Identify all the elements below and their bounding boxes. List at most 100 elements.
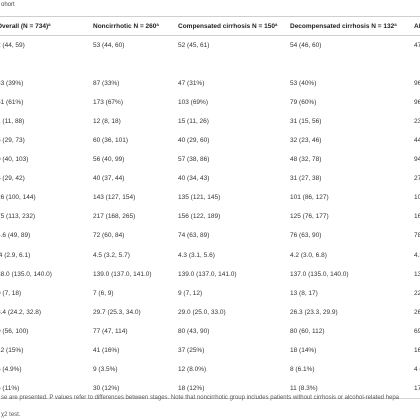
table-row: 26 (100, 144) 143 (127, 154) 135 (121, 145… xyxy=(0,188,420,207)
header-compensated-cirrhosis: Compensated cirrhosis N = 150ª xyxy=(175,16,287,36)
cell-compensated: 80 (43, 90) xyxy=(178,327,210,335)
cell-overall: 6 (11%) xyxy=(0,379,90,399)
cell-compensated: 52 (45, 61) xyxy=(178,41,210,49)
table-row: 83 (39%) 87 (33%) 47 (31%) 53 (40%) 96 (50%) xyxy=(0,74,420,93)
cell-noncirrhotic: 53 (44, 60) xyxy=(93,41,125,49)
cell-decompensated: 101 (86, 127) xyxy=(290,194,329,202)
cell-noncirrhotic: 4.5 (3.2, 5.7) xyxy=(93,251,130,259)
cell-decompensated: 76 (63, 90) xyxy=(290,232,322,240)
cell-overall: 51 (61%) xyxy=(0,98,24,106)
cell-alcohol: 16 (8.5%) xyxy=(414,347,420,355)
cell-decompensated: 31 (15, 56) xyxy=(290,117,322,125)
table-row: 6 (11%)30 (12%)18 (12%)11 (8.3%)17 (9.0%… xyxy=(0,379,420,399)
cell-decompensated: 18 (14%) xyxy=(290,347,317,355)
cell-overall: 0 (7, 18) xyxy=(0,289,22,297)
cell-decompensated: 8 (6.1%) xyxy=(290,366,315,374)
cell-alcohol: 22 (16, 26) xyxy=(414,289,420,297)
cell-overall: 4.6 (49, 89) xyxy=(0,232,31,240)
cell-decompensated: 54 (46, 60) xyxy=(290,41,322,49)
cell-decompensated: 26.3 (23.3, 29.9) xyxy=(290,308,338,316)
cell-compensated: 9 (7, 12) xyxy=(178,289,203,297)
cell-overall: 6 (29, 42) xyxy=(0,175,25,183)
header-noncirrhotic: Noncirrhotic N = 260ª xyxy=(90,16,175,36)
cell-alcohol: 17 (9.0%) xyxy=(411,379,420,399)
cell-alcohol: 96 (50%) xyxy=(414,79,420,87)
cell-noncirrhotic: 40 (37, 44) xyxy=(93,175,125,183)
table-row: 5 (29, 73) 60 (36, 101) 40 (29, 60) 32 (23,… xyxy=(0,131,420,150)
cell-overall: 0 (56, 100) xyxy=(0,327,29,335)
cell-alcohol: 94 (53, 153) xyxy=(414,156,420,164)
cell-noncirrhotic xyxy=(90,55,175,74)
cell-noncirrhotic: 7 (6, 9) xyxy=(93,289,114,297)
cell-compensated: 15 (11, 26) xyxy=(178,117,209,125)
cell-alcohol: 69 (52, 90) xyxy=(414,327,420,335)
cell-alcohol: 26.9 (22.8, 31. xyxy=(414,308,420,316)
cell-overall: 2 (44, 59) xyxy=(0,41,25,49)
cell-overall: 26 (100, 144) xyxy=(0,194,36,202)
cell-alcohol: 27 (23, 32) xyxy=(414,175,420,183)
cell-noncirrhotic: 41 (16%) xyxy=(93,347,120,355)
cell-compensated: 40 (34, 43) xyxy=(178,175,210,183)
table-row: 38.0 (135.0, 140.0) 139.0 (137.0, 141.0) 1… xyxy=(0,265,420,284)
table-row: 2 (44, 59) 53 (44, 60) 52 (45, 61) 54 (46, … xyxy=(0,36,420,55)
table-row: 4.6 (49, 89) 72 (60, 84) 74 (63, 89) 76 (63… xyxy=(0,226,420,245)
cell-decompensated: 4.2 (3.0, 6.8) xyxy=(290,251,327,259)
cell-compensated: 29.0 (25.0, 33.0) xyxy=(178,308,226,316)
cell-decompensated: 80 (60, 112) xyxy=(290,327,325,335)
cell-compensated: 12 (8.0%) xyxy=(178,366,207,374)
cell-noncirrhotic: 60 (36, 101) xyxy=(93,137,129,145)
table-row: 8.4 (24.2, 32.8) 29.7 (25.3, 34.0) 29.0 (2… xyxy=(0,303,420,322)
cell-alcohol: 44 (29, 62) xyxy=(414,137,420,145)
cell-alcohol: 96 (50%) xyxy=(414,98,420,106)
cell-compensated: 156 (122, 189) xyxy=(178,213,221,221)
table-row: 75 (113, 232) 217 (168, 265) 156 (122, 189… xyxy=(0,207,420,226)
cell-overall xyxy=(0,55,90,74)
cell-decompensated: 11 (8.3%) xyxy=(287,379,411,399)
cell-overall: 1 (11, 88) xyxy=(0,117,25,125)
cell-alcohol: 161 (102, 213) xyxy=(414,213,420,221)
table-row: 12 (15%) 41 (16%) 37 (25%) 18 (14%) 16 (8.5%… xyxy=(0,341,420,360)
table-caption: ohort xyxy=(1,2,15,8)
cell-noncirrhotic: 77 (47, 114) xyxy=(93,327,128,335)
cell-decompensated: 53 (40%) xyxy=(290,79,317,87)
cell-overall: 75 (113, 232) xyxy=(0,213,36,221)
cell-alcohol: 47 (39, 55) xyxy=(414,41,420,49)
table-row: 0 (7, 18) 7 (6, 9) 9 (7, 12) 13 (8, 17) 22 (… xyxy=(0,284,420,303)
footnote-test: χ2 test. xyxy=(1,412,21,418)
cell-alcohol xyxy=(411,55,420,74)
header-alcohol-associated: Alcohol-asso xyxy=(411,16,420,36)
table-row: 1 (11, 88) 12 (8, 18) 15 (11, 26) 31 (15, 5… xyxy=(0,112,420,131)
cell-overall: .4 (2.9, 6.1) xyxy=(0,251,31,259)
cell-decompensated: 137.0 (135.0, 140.0) xyxy=(290,270,349,278)
cell-decompensated xyxy=(287,55,411,74)
cell-compensated: 74 (63, 89) xyxy=(178,232,210,240)
cell-noncirrhotic: 9 (3.5%) xyxy=(93,366,118,374)
table-row xyxy=(0,55,420,74)
cell-decompensated: 13 (8, 17) xyxy=(290,289,318,297)
cell-compensated xyxy=(175,55,287,74)
cell-alcohol: 4.3 (2.4, 7.3) xyxy=(414,251,420,259)
cell-compensated: 135 (121, 145) xyxy=(178,194,221,202)
cell-overall: 5 (29, 73) xyxy=(0,137,25,145)
table-body: 2 (44, 59) 53 (44, 60) 52 (45, 61) 54 (46, … xyxy=(0,36,420,399)
cell-compensated: 47 (31%) xyxy=(178,79,205,87)
cohort-characteristics-table: Overall (N = 734)ª Noncirrhotic N = 260ª… xyxy=(0,16,420,399)
cell-alcohol: 78 (56, 98) xyxy=(414,232,420,240)
cell-decompensated: 48 (32, 78) xyxy=(290,156,322,164)
cell-noncirrhotic: 29.7 (25.3, 34.0) xyxy=(93,308,141,316)
cell-noncirrhotic: 87 (33%) xyxy=(93,79,120,87)
table-row: 0 (40, 103) 56 (40, 99) 57 (38, 86) 48 (32,… xyxy=(0,150,420,169)
cell-noncirrhotic: 217 (168, 265) xyxy=(93,213,136,221)
cell-noncirrhotic: 56 (40, 99) xyxy=(93,156,125,164)
cell-compensated: 4.3 (3.1, 5.6) xyxy=(178,251,215,259)
cell-decompensated: 31 (27, 38) xyxy=(290,175,322,183)
cell-overall: 8.4 (24.2, 32.8) xyxy=(0,308,42,316)
cell-noncirrhotic: 173 (67%) xyxy=(93,98,123,106)
cell-overall: 83 (39%) xyxy=(0,79,24,87)
table-row: 51 (61%) 173 (67%) 103 (69%) 79 (60%) 96 (50… xyxy=(0,93,420,112)
cell-alcohol: 135.0 (132.0, 13 xyxy=(414,270,420,278)
table-row: 6 (29, 42) 40 (37, 44) 40 (34, 43) 31 (27, … xyxy=(0,169,420,188)
cell-decompensated: 32 (23, 46) xyxy=(290,137,322,145)
cell-noncirrhotic: 12 (8, 18) xyxy=(93,117,121,125)
